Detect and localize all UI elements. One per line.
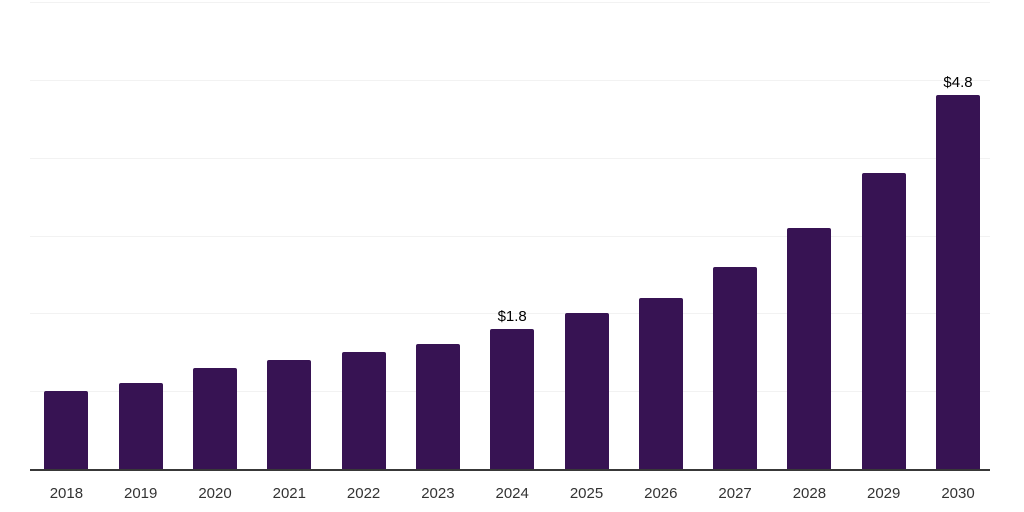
bar-value-label-2030: $4.8	[943, 74, 973, 92]
x-tick-label-2028: 2028	[792, 485, 827, 502]
x-tick-label-2018: 2018	[49, 485, 84, 502]
bar-2021	[267, 360, 312, 469]
x-tick-label-2026: 2026	[644, 485, 678, 502]
bar-value-label-2024: $1.8	[497, 307, 527, 325]
bar-2020	[193, 367, 237, 469]
bar-2023	[415, 344, 460, 469]
bar-2022	[341, 352, 386, 469]
gridline	[30, 2, 990, 3]
gridline	[30, 79, 990, 81]
gridline	[30, 235, 990, 237]
bar-2024	[490, 328, 535, 469]
bar-2027	[713, 266, 758, 469]
bar-2030	[936, 95, 980, 469]
x-axis-line	[30, 469, 990, 471]
bar-2028	[787, 227, 832, 469]
gridline	[30, 157, 990, 159]
x-tick-label-2022: 2022	[346, 485, 381, 502]
bar-2019	[118, 383, 163, 469]
bar-2029	[861, 173, 906, 469]
x-tick-label-2023: 2023	[421, 485, 455, 502]
x-tick-label-2025: 2025	[569, 485, 604, 502]
x-tick-label-2024: 2024	[495, 485, 529, 502]
x-tick-label-2030: 2030	[941, 485, 975, 502]
plot-area: $1.8 $4.8	[30, 2, 990, 471]
x-tick-label-2020: 2020	[198, 485, 232, 502]
x-tick-label-2019: 2019	[124, 485, 158, 502]
gridline	[30, 313, 990, 315]
bar-2025	[564, 313, 609, 469]
x-tick-label-2021: 2021	[272, 485, 306, 502]
bar-2018	[44, 391, 89, 469]
x-tick-label-2029: 2029	[867, 485, 901, 502]
x-tick-label-2027: 2027	[718, 485, 752, 502]
bar-2026	[638, 297, 683, 469]
